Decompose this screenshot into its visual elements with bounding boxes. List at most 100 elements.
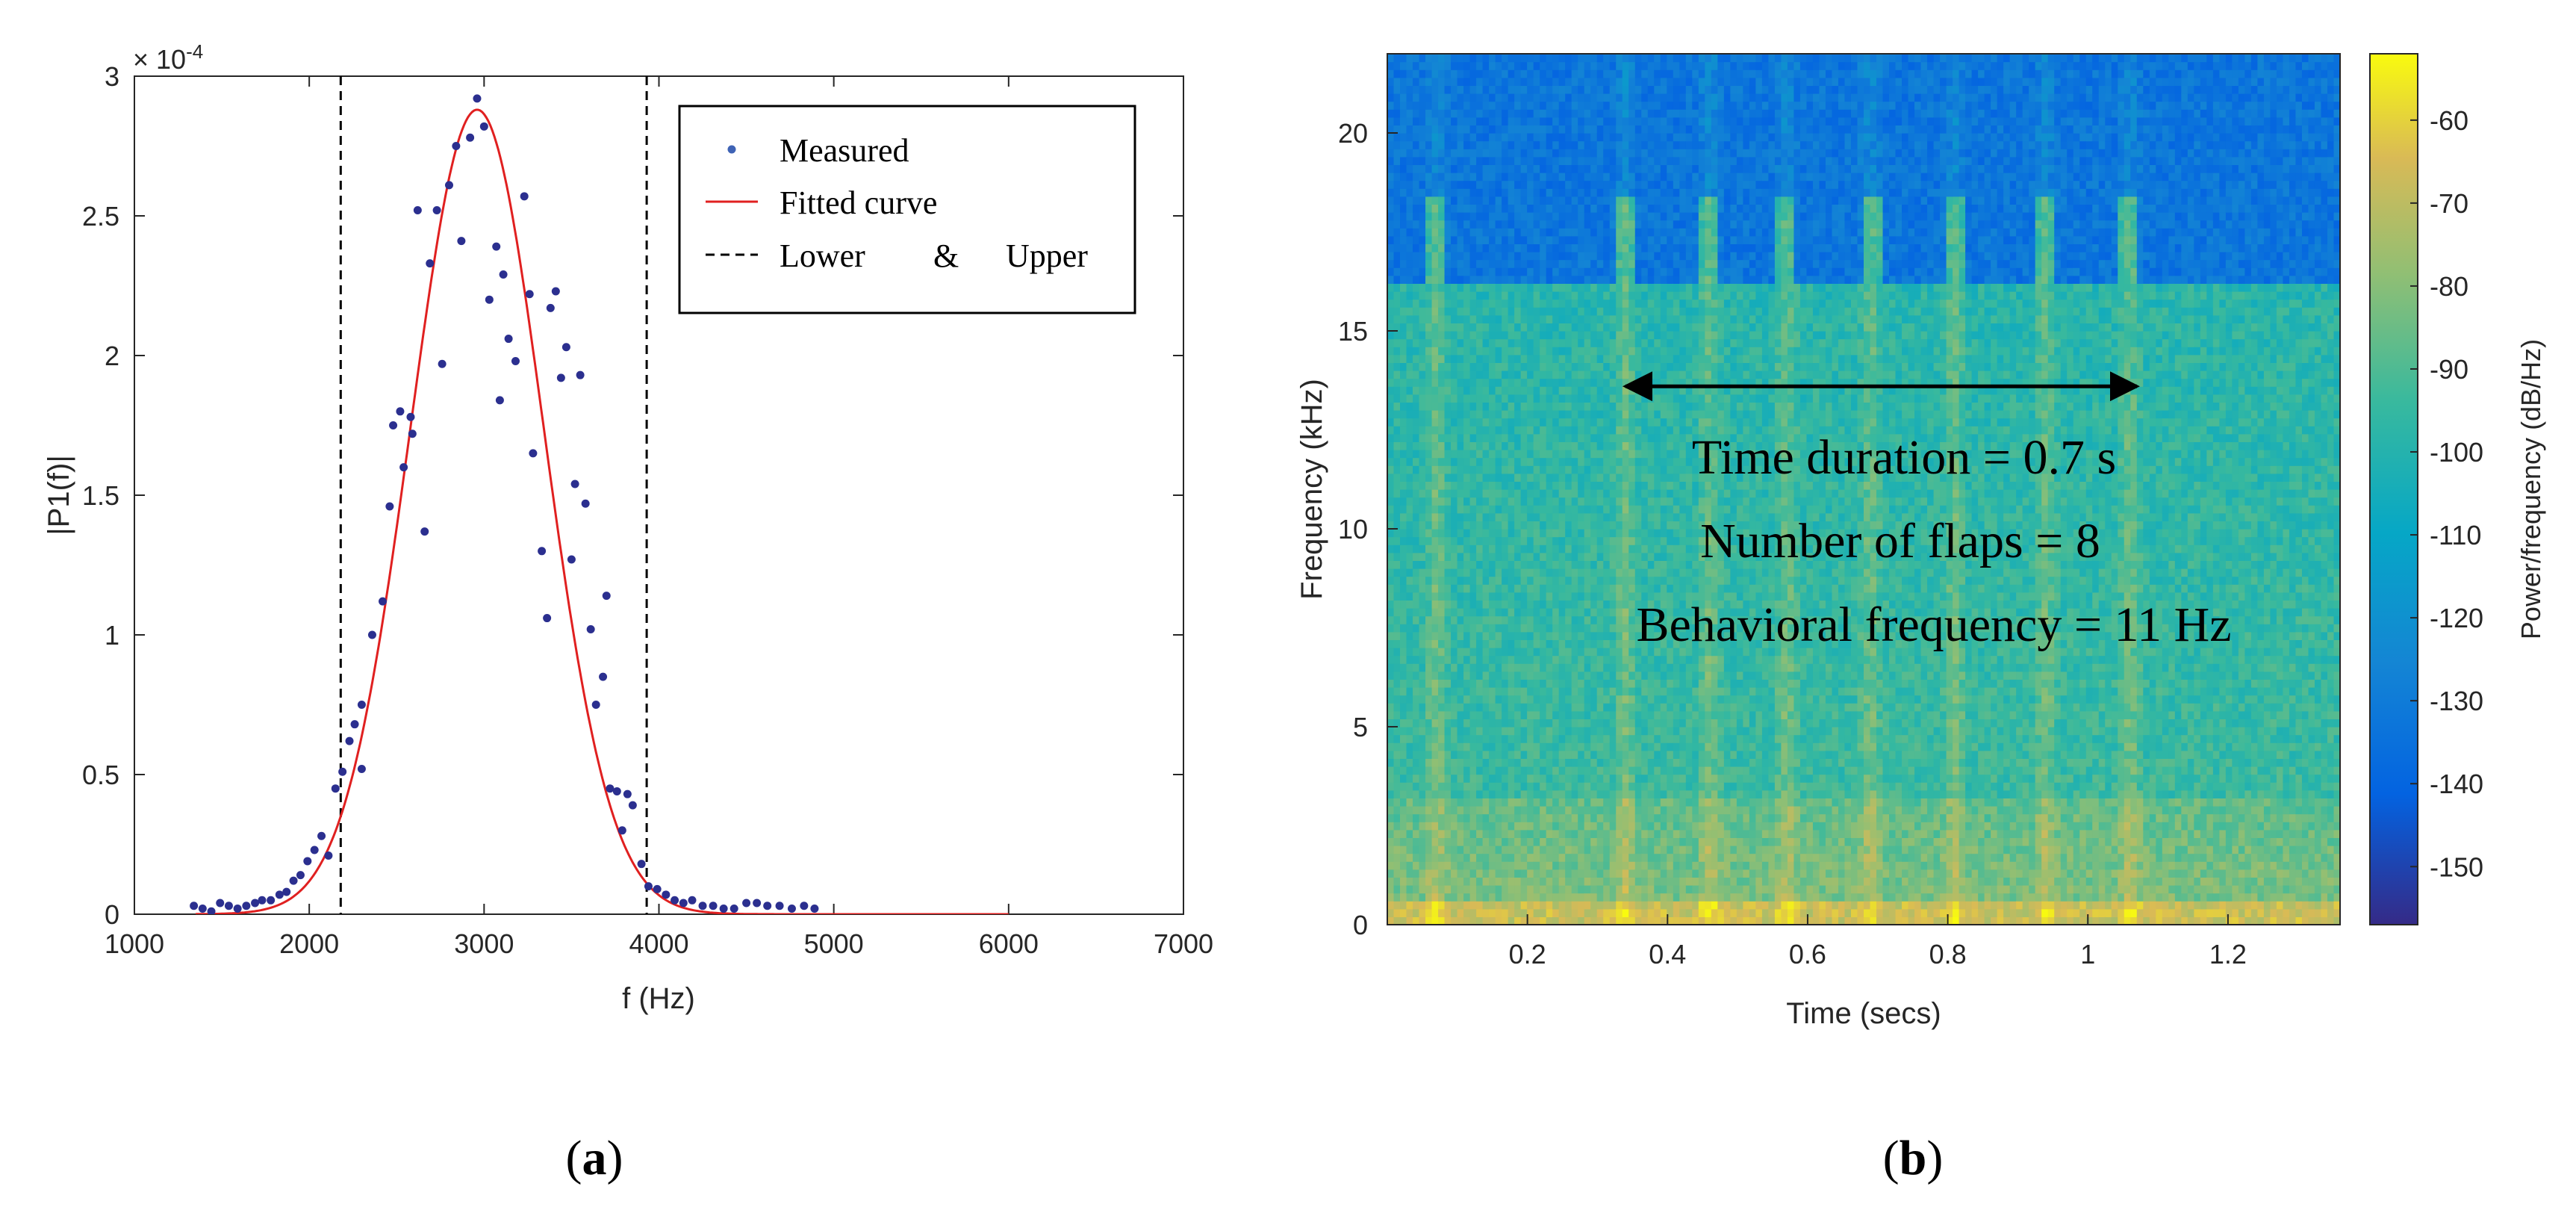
heatmap-cell	[1546, 188, 1553, 197]
heatmap-cell	[1590, 734, 1598, 743]
heatmap-cell	[1508, 180, 1515, 189]
heatmap-cell	[1540, 93, 1547, 102]
heatmap-cell	[1654, 695, 1661, 704]
heatmap-cell	[1457, 695, 1464, 704]
heatmap-cell	[1438, 188, 1446, 197]
heatmap-cell	[1616, 426, 1623, 435]
heatmap-cell	[1603, 243, 1611, 252]
heatmap-cell	[1419, 473, 1426, 482]
heatmap-cell	[1622, 323, 1629, 332]
heatmap-cell	[1387, 529, 1395, 538]
heatmap-cell	[1565, 204, 1572, 213]
heatmap-cell	[1654, 283, 1661, 292]
heatmap-cell	[1603, 410, 1611, 419]
heatmap-cell	[1647, 600, 1655, 609]
heatmap-cell	[1413, 822, 1420, 831]
heatmap-cell	[1469, 552, 1477, 561]
heatmap-cell	[1387, 798, 1395, 807]
heatmap-cell	[1558, 829, 1566, 838]
heatmap-cell	[1641, 188, 1649, 197]
heatmap-cell	[1552, 173, 1560, 182]
heatmap-cell	[1596, 54, 1604, 63]
heatmap-cell	[1527, 742, 1534, 751]
heatmap-cell	[1457, 893, 1464, 902]
heatmap-cell	[1616, 639, 1623, 648]
heatmap-cell	[1546, 283, 1553, 292]
heatmap-cell	[1533, 679, 1540, 688]
heatmap-cell	[1508, 916, 1515, 925]
heatmap-cell	[1451, 901, 1458, 910]
heatmap-cell	[1387, 560, 1395, 569]
heatmap-cell	[1444, 663, 1452, 672]
heatmap-cell	[1476, 133, 1484, 142]
heatmap-cell	[1482, 275, 1490, 284]
heatmap-cell	[1393, 180, 1401, 189]
heatmap-cell	[1502, 822, 1509, 831]
heatmap-cell	[1425, 521, 1433, 530]
heatmap-cell	[1431, 529, 1439, 538]
heatmap-cell	[1546, 782, 1553, 791]
heatmap-cell	[1444, 394, 1452, 403]
heatmap-cell	[1546, 212, 1553, 221]
heatmap-cell	[1457, 140, 1464, 149]
heatmap-cell	[1425, 433, 1433, 442]
heatmap-cell	[1552, 687, 1560, 696]
heatmap-cell	[1660, 291, 1667, 300]
heatmap-cell	[1502, 196, 1509, 205]
heatmap-cell	[1514, 196, 1522, 205]
heatmap-cell	[1406, 188, 1413, 197]
heatmap-cell	[1457, 861, 1464, 870]
heatmap-cell	[1628, 822, 1636, 831]
heatmap-cell	[1489, 61, 1496, 70]
heatmap-cell	[1584, 624, 1591, 633]
heatmap-cell	[1622, 869, 1629, 878]
heatmap-cell	[1552, 489, 1560, 498]
heatmap-cell	[1603, 758, 1611, 767]
heatmap-cell	[1482, 663, 1490, 672]
heatmap-cell	[1502, 338, 1509, 347]
heatmap-cell	[1546, 125, 1553, 134]
heatmap-cell	[1654, 592, 1661, 601]
heatmap-cell	[1641, 758, 1649, 767]
heatmap-cell	[1527, 140, 1534, 149]
heatmap-cell	[1406, 85, 1413, 94]
heatmap-cell	[1641, 125, 1649, 134]
heatmap-cell	[1578, 93, 1585, 102]
heatmap-cell	[1413, 806, 1420, 815]
heatmap-cell	[1489, 228, 1496, 237]
heatmap-cell	[1609, 235, 1617, 244]
heatmap-cell	[1634, 885, 1642, 894]
heatmap-cell	[1590, 93, 1598, 102]
heatmap-cell	[1603, 354, 1611, 363]
heatmap-cell	[1584, 370, 1591, 379]
heatmap-cell	[1489, 837, 1496, 846]
heatmap-cell	[1393, 877, 1401, 886]
heatmap-cell	[1514, 204, 1522, 213]
heatmap-cell	[1622, 710, 1629, 719]
heatmap-cell	[1660, 576, 1667, 585]
heatmap-cell	[1584, 149, 1591, 158]
heatmap-cell	[1533, 418, 1540, 426]
heatmap-cell	[1425, 164, 1433, 173]
heatmap-cell	[1584, 164, 1591, 173]
heatmap-cell	[1641, 212, 1649, 221]
heatmap-cell	[1578, 584, 1585, 593]
heatmap-cell	[1558, 283, 1566, 292]
heatmap-cell	[1527, 529, 1534, 538]
heatmap-cell	[1527, 853, 1534, 862]
heatmap-cell	[1603, 473, 1611, 482]
heatmap-cell	[1431, 283, 1439, 292]
measured-point	[224, 902, 233, 910]
heatmap-cell	[1654, 600, 1661, 609]
heatmap-cell	[1654, 457, 1661, 466]
heatmap-cell	[1451, 536, 1458, 545]
heatmap-cell	[1596, 600, 1604, 609]
heatmap-cell	[1457, 719, 1464, 727]
heatmap-cell	[1495, 521, 1502, 530]
heatmap-cell	[1482, 869, 1490, 878]
heatmap-cell	[1527, 378, 1534, 387]
heatmap-cell	[1609, 457, 1617, 466]
heatmap-cell	[1476, 710, 1484, 719]
heatmap-cell	[1558, 774, 1566, 783]
heatmap-cell	[1603, 188, 1611, 197]
